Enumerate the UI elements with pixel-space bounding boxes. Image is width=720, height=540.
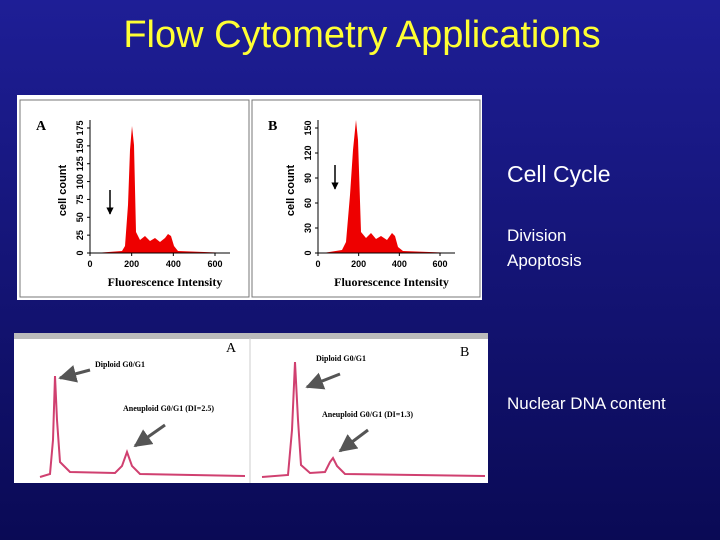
- x-tick-label: 600: [432, 259, 447, 269]
- panel-frame: [251, 99, 481, 298]
- y-tick-label: 150: [303, 120, 313, 135]
- arrow: [133, 423, 166, 448]
- peak-label: Aneuploid G0/G1 (DI=1.3): [322, 410, 413, 419]
- panel-letter: A: [226, 341, 237, 356]
- y-tick-label: 175: [75, 120, 85, 135]
- panel-letter: B: [268, 119, 277, 134]
- arrow: [305, 372, 341, 390]
- y-axis-label: cell count: [57, 164, 69, 216]
- y-tick-label: 150: [75, 138, 85, 153]
- y-tick-label: 125: [75, 156, 85, 171]
- x-tick-label: 0: [315, 259, 320, 269]
- x-tick-label: 0: [87, 259, 92, 269]
- y-tick-label: 0: [75, 250, 85, 255]
- y-tick-label: 50: [75, 212, 85, 222]
- y-tick-label: 0: [303, 250, 313, 255]
- x-axis-label: Fluorescence Intensity: [108, 275, 223, 289]
- y-tick-label: 120: [303, 145, 313, 160]
- x-tick-label: 600: [207, 259, 222, 269]
- bullet-heading: Cell Cycle: [507, 161, 611, 187]
- dna-trace: [261, 361, 486, 478]
- x-axis-label: Fluorescence Intensity: [334, 275, 449, 289]
- dna-image: [14, 333, 488, 483]
- y-tick-label: 100: [75, 174, 85, 189]
- bullet-item: Division: [507, 226, 567, 245]
- slide-title: Flow Cytometry Applications: [123, 14, 600, 56]
- panel-letter: B: [460, 345, 469, 360]
- panel-letter: A: [36, 119, 47, 134]
- dna-trace: [39, 375, 246, 478]
- bullet-item: Nuclear DNA content: [507, 394, 666, 413]
- histogram: [323, 120, 455, 253]
- histogram: [95, 126, 230, 253]
- y-tick-label: 60: [303, 198, 313, 208]
- peak-label: Aneuploid G0/G1 (DI=2.5): [123, 404, 214, 413]
- peak-label: Diploid G0/G1: [95, 360, 145, 369]
- peak-label: Diploid G0/G1: [316, 354, 366, 363]
- image-header: [14, 333, 488, 339]
- x-tick-label: 200: [351, 259, 366, 269]
- y-tick-label: 75: [75, 194, 85, 204]
- bullet-item: Apoptosis: [507, 251, 582, 270]
- x-tick-label: 400: [392, 259, 407, 269]
- y-axis-label: cell count: [285, 164, 297, 216]
- y-tick-label: 25: [75, 230, 85, 240]
- y-tick-label: 90: [303, 173, 313, 183]
- arrow: [338, 428, 369, 453]
- arrow: [58, 365, 91, 383]
- panel-frame: [19, 99, 250, 298]
- x-tick-label: 200: [124, 259, 139, 269]
- y-tick-label: 30: [303, 223, 313, 233]
- x-tick-label: 400: [166, 259, 181, 269]
